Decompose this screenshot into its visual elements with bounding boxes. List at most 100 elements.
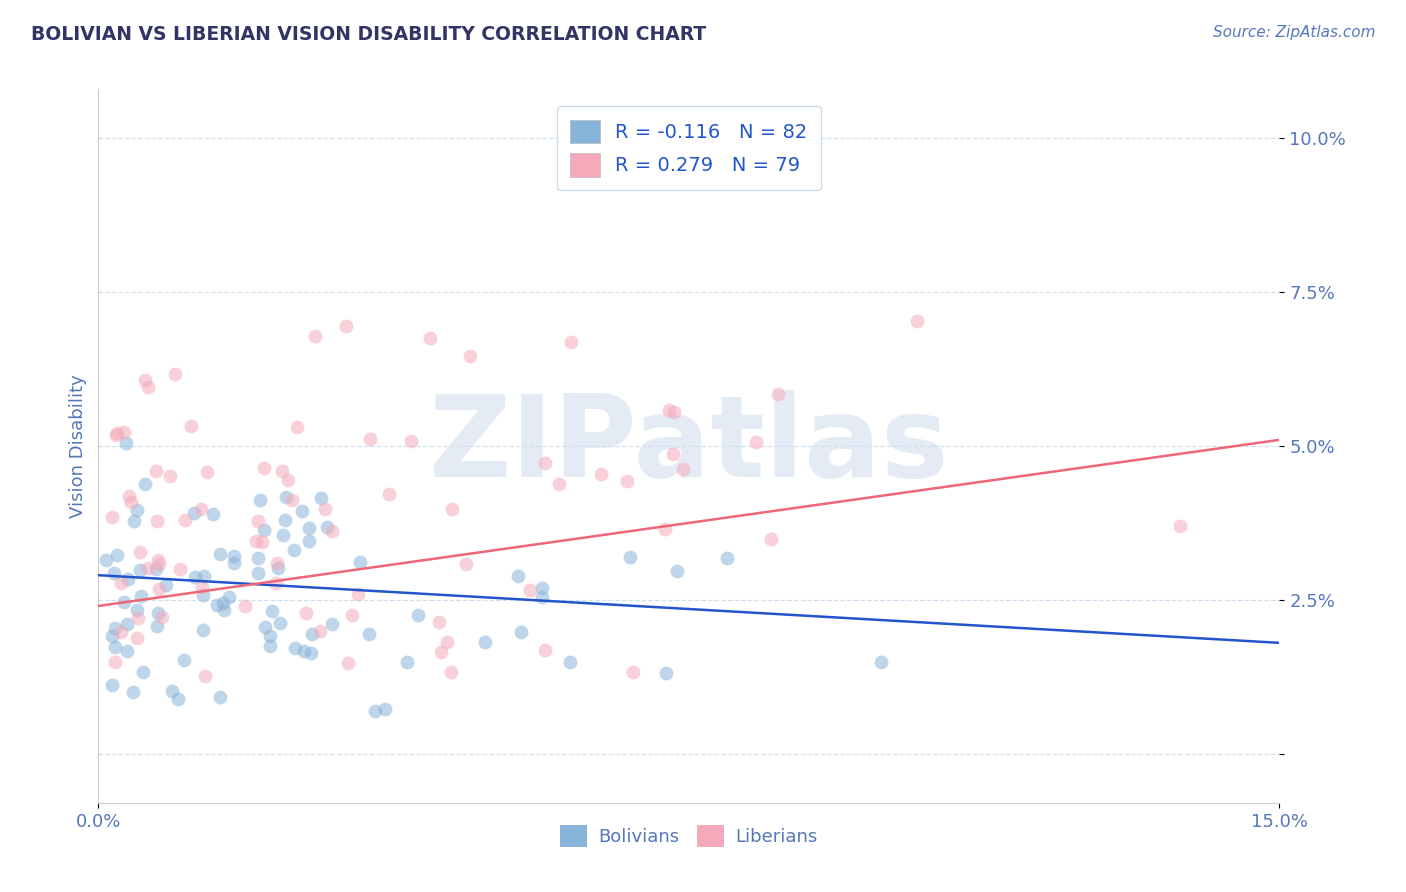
Point [283, 542, 305, 557]
Point [530, 590, 553, 604]
Point [145, 619, 167, 633]
Point [716, 551, 738, 566]
Point [745, 435, 768, 450]
Point [304, 329, 326, 343]
Point [104, 621, 127, 635]
Point [621, 665, 644, 679]
Point [112, 425, 135, 439]
Point [146, 607, 169, 621]
Point [589, 467, 612, 481]
Point [180, 418, 202, 433]
Point [110, 575, 132, 590]
Point [534, 456, 557, 470]
Point [246, 551, 269, 566]
Point [129, 589, 152, 603]
Point [247, 514, 270, 528]
Text: Source: ZipAtlas.com: Source: ZipAtlas.com [1212, 25, 1375, 40]
Point [245, 533, 267, 548]
Text: ZIPatlas: ZIPatlas [429, 391, 949, 501]
Point [335, 318, 357, 333]
Point [104, 655, 127, 669]
Point [115, 644, 138, 658]
Point [222, 549, 245, 563]
Point [129, 545, 152, 559]
Point [430, 644, 453, 658]
Point [209, 690, 232, 704]
Point [672, 462, 695, 476]
Point [274, 514, 297, 528]
Point [905, 313, 928, 327]
Point [321, 524, 343, 538]
Point [183, 570, 205, 584]
Point [155, 577, 177, 591]
Point [193, 569, 215, 583]
Point [277, 473, 299, 487]
Point [259, 639, 281, 653]
Point [127, 611, 149, 625]
Point [148, 557, 170, 571]
Point [347, 587, 370, 601]
Point [349, 555, 371, 569]
Point [134, 373, 156, 387]
Point [110, 624, 132, 639]
Point [508, 568, 530, 582]
Point [101, 678, 124, 692]
Point [266, 556, 288, 570]
Point [201, 507, 224, 521]
Point [159, 469, 181, 483]
Point [359, 432, 381, 446]
Point [145, 562, 167, 576]
Point [509, 625, 531, 640]
Point [253, 461, 276, 475]
Point [298, 521, 321, 535]
Point [419, 331, 441, 345]
Point [100, 510, 122, 524]
Point [194, 669, 217, 683]
Point [222, 556, 245, 570]
Point [316, 520, 339, 534]
Point [436, 635, 458, 649]
Point [205, 598, 228, 612]
Point [183, 506, 205, 520]
Point [378, 487, 401, 501]
Point [117, 573, 139, 587]
Point [259, 629, 281, 643]
Point [145, 464, 167, 478]
Point [1168, 519, 1191, 533]
Point [321, 617, 343, 632]
Point [195, 465, 218, 479]
Point [280, 493, 302, 508]
Point [104, 428, 127, 442]
Point [406, 607, 429, 622]
Point [191, 580, 214, 594]
Point [150, 609, 173, 624]
Point [291, 504, 314, 518]
Point [145, 515, 167, 529]
Point [308, 624, 330, 639]
Point [530, 582, 553, 596]
Point [534, 643, 557, 657]
Point [560, 334, 582, 349]
Point [190, 501, 212, 516]
Point [212, 596, 235, 610]
Point [474, 635, 496, 649]
Point [218, 590, 240, 604]
Point [548, 476, 571, 491]
Point [658, 402, 681, 417]
Point [454, 558, 477, 572]
Point [173, 513, 195, 527]
Point [364, 704, 387, 718]
Point [340, 607, 363, 622]
Point [301, 627, 323, 641]
Point [276, 490, 298, 504]
Point [120, 495, 142, 509]
Point [357, 627, 380, 641]
Point [122, 514, 145, 528]
Point [440, 502, 463, 516]
Point [269, 616, 291, 631]
Point [654, 665, 676, 680]
Point [519, 583, 541, 598]
Point [169, 562, 191, 576]
Point [163, 367, 186, 381]
Point [267, 561, 290, 575]
